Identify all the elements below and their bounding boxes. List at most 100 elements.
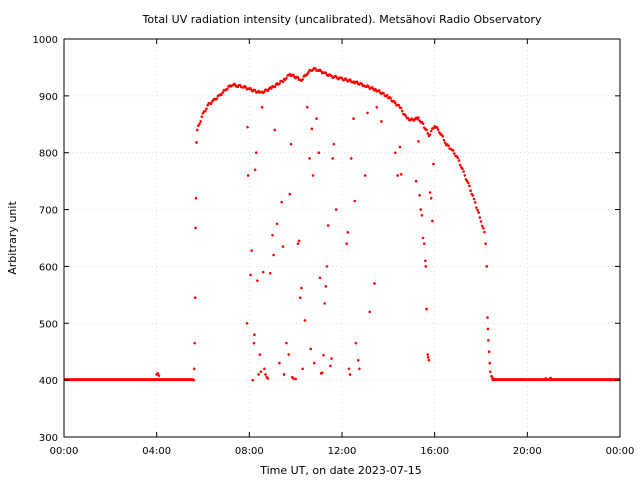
data-point <box>307 71 310 74</box>
data-point <box>249 273 252 277</box>
data-point <box>301 78 304 81</box>
data-point <box>266 89 270 93</box>
data-point <box>272 253 275 257</box>
x-tick-label: 08:00 <box>235 446 264 457</box>
data-point <box>271 233 274 237</box>
data-point <box>259 370 263 373</box>
chart-title: Total UV radiation intensity (uncalibrat… <box>142 13 542 26</box>
data-point <box>463 174 467 177</box>
data-point <box>194 226 197 230</box>
data-point <box>263 367 266 371</box>
data-point <box>258 353 262 356</box>
data-point <box>429 196 433 200</box>
data-point <box>300 286 303 290</box>
data-point <box>246 174 250 177</box>
data-point <box>273 128 277 132</box>
data-point <box>374 88 377 91</box>
data-point <box>472 197 476 201</box>
data-point <box>487 350 491 354</box>
y-axis-label: Arbitrary unit <box>6 201 19 275</box>
data-point <box>292 73 295 77</box>
data-point <box>317 151 321 155</box>
data-point <box>334 208 338 211</box>
data-point <box>349 157 353 160</box>
data-point <box>281 245 285 248</box>
data-point <box>428 133 432 136</box>
data-point <box>345 242 348 245</box>
data-point <box>478 216 482 219</box>
data-point <box>475 206 478 209</box>
data-point <box>414 179 418 183</box>
data-point <box>318 276 322 280</box>
data-point <box>199 120 202 123</box>
data-point <box>281 80 285 84</box>
x-tick-label: 00:00 <box>50 446 79 457</box>
data-point <box>244 86 248 89</box>
data-point <box>303 319 307 322</box>
data-point <box>285 341 288 345</box>
data-point <box>220 93 223 97</box>
grid-layer <box>64 39 620 437</box>
data-point <box>399 106 403 110</box>
data-point <box>200 115 204 118</box>
data-point <box>461 167 464 171</box>
data-point <box>447 144 450 148</box>
data-point <box>297 239 301 243</box>
data-point <box>377 89 381 92</box>
data-point <box>253 88 257 92</box>
y-tick-label: 500 <box>39 319 58 330</box>
x-tick-label: 04:00 <box>142 446 171 457</box>
data-point <box>483 230 486 234</box>
data-point <box>253 333 256 336</box>
data-point <box>428 191 432 194</box>
y-tick-label: 900 <box>39 92 58 103</box>
data-point <box>289 142 293 146</box>
data-point <box>385 94 389 97</box>
data-point <box>287 353 291 356</box>
data-point <box>249 87 252 90</box>
data-point <box>331 157 335 160</box>
data-point <box>471 194 475 197</box>
data-point <box>488 370 492 373</box>
data-point <box>366 111 369 115</box>
data-point <box>392 99 396 103</box>
data-point <box>465 179 469 183</box>
data-point <box>356 358 360 362</box>
data-point <box>426 132 430 135</box>
data-point <box>485 265 489 268</box>
data-point <box>466 181 470 185</box>
data-point <box>226 87 229 91</box>
data-point <box>375 105 379 109</box>
data-point <box>215 97 219 100</box>
data-point <box>382 92 386 95</box>
data-point <box>398 145 402 149</box>
data-point <box>194 196 198 200</box>
data-point <box>473 201 477 204</box>
data-point <box>396 174 399 177</box>
data-point <box>312 361 316 365</box>
data-point <box>278 82 281 85</box>
data-point <box>156 372 160 375</box>
data-point <box>250 249 253 252</box>
data-point <box>404 114 408 117</box>
data-point <box>480 224 484 228</box>
data-point <box>275 222 279 226</box>
data-point <box>204 109 207 113</box>
data-point <box>352 117 355 120</box>
data-point <box>254 151 258 155</box>
data-point <box>436 128 440 131</box>
data-point <box>477 211 480 214</box>
data-point <box>549 376 552 380</box>
data-point <box>321 371 324 375</box>
data-point <box>484 242 487 245</box>
data-point <box>263 90 266 93</box>
data-point <box>422 242 426 245</box>
data-point <box>432 162 435 166</box>
data-point <box>432 126 435 130</box>
data-point <box>192 367 196 371</box>
data-point <box>453 152 456 155</box>
data-point <box>399 173 403 176</box>
data-point <box>157 374 161 377</box>
data-point <box>427 358 431 362</box>
data-point <box>324 285 328 288</box>
